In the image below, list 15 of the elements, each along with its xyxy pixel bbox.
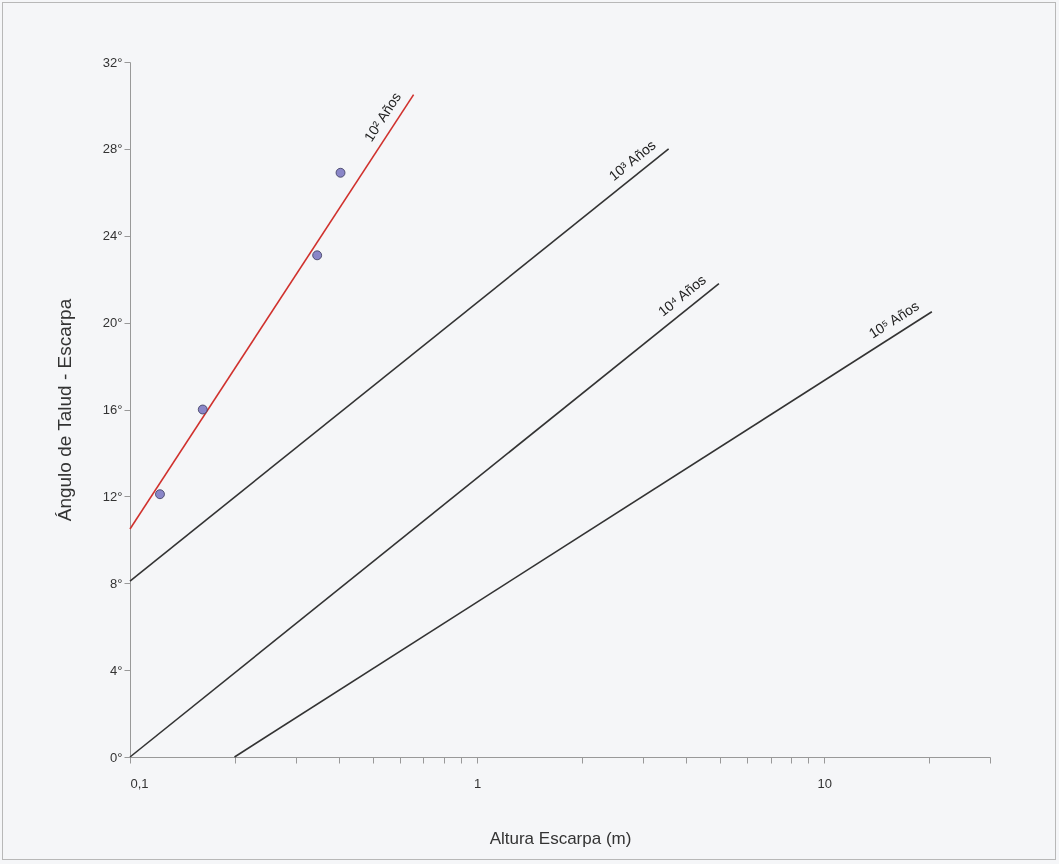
y-tick-label: 28° [102,141,123,157]
y-tick-label: 20° [102,315,123,331]
y-tick-label: 8° [110,575,123,591]
text: 10⁵ Años [865,297,922,342]
y-tick-label: 32° [102,54,123,70]
x-axis-title: Altura Escarpa (m) [489,828,632,848]
x-tick-label: 1 [474,775,482,791]
x-tick-label: 10 [817,775,833,791]
y-tick-label: 12° [102,488,123,504]
y-tick-label: 4° [110,662,123,678]
y-axis-title: Ángulo de Talud - Escarpa [53,298,75,522]
y-tick-label: 24° [102,228,123,244]
x-tick-label: 0,1 [130,775,149,791]
y-tick-label: 16° [102,402,123,417]
y-tick-label: 0° [110,749,123,765]
